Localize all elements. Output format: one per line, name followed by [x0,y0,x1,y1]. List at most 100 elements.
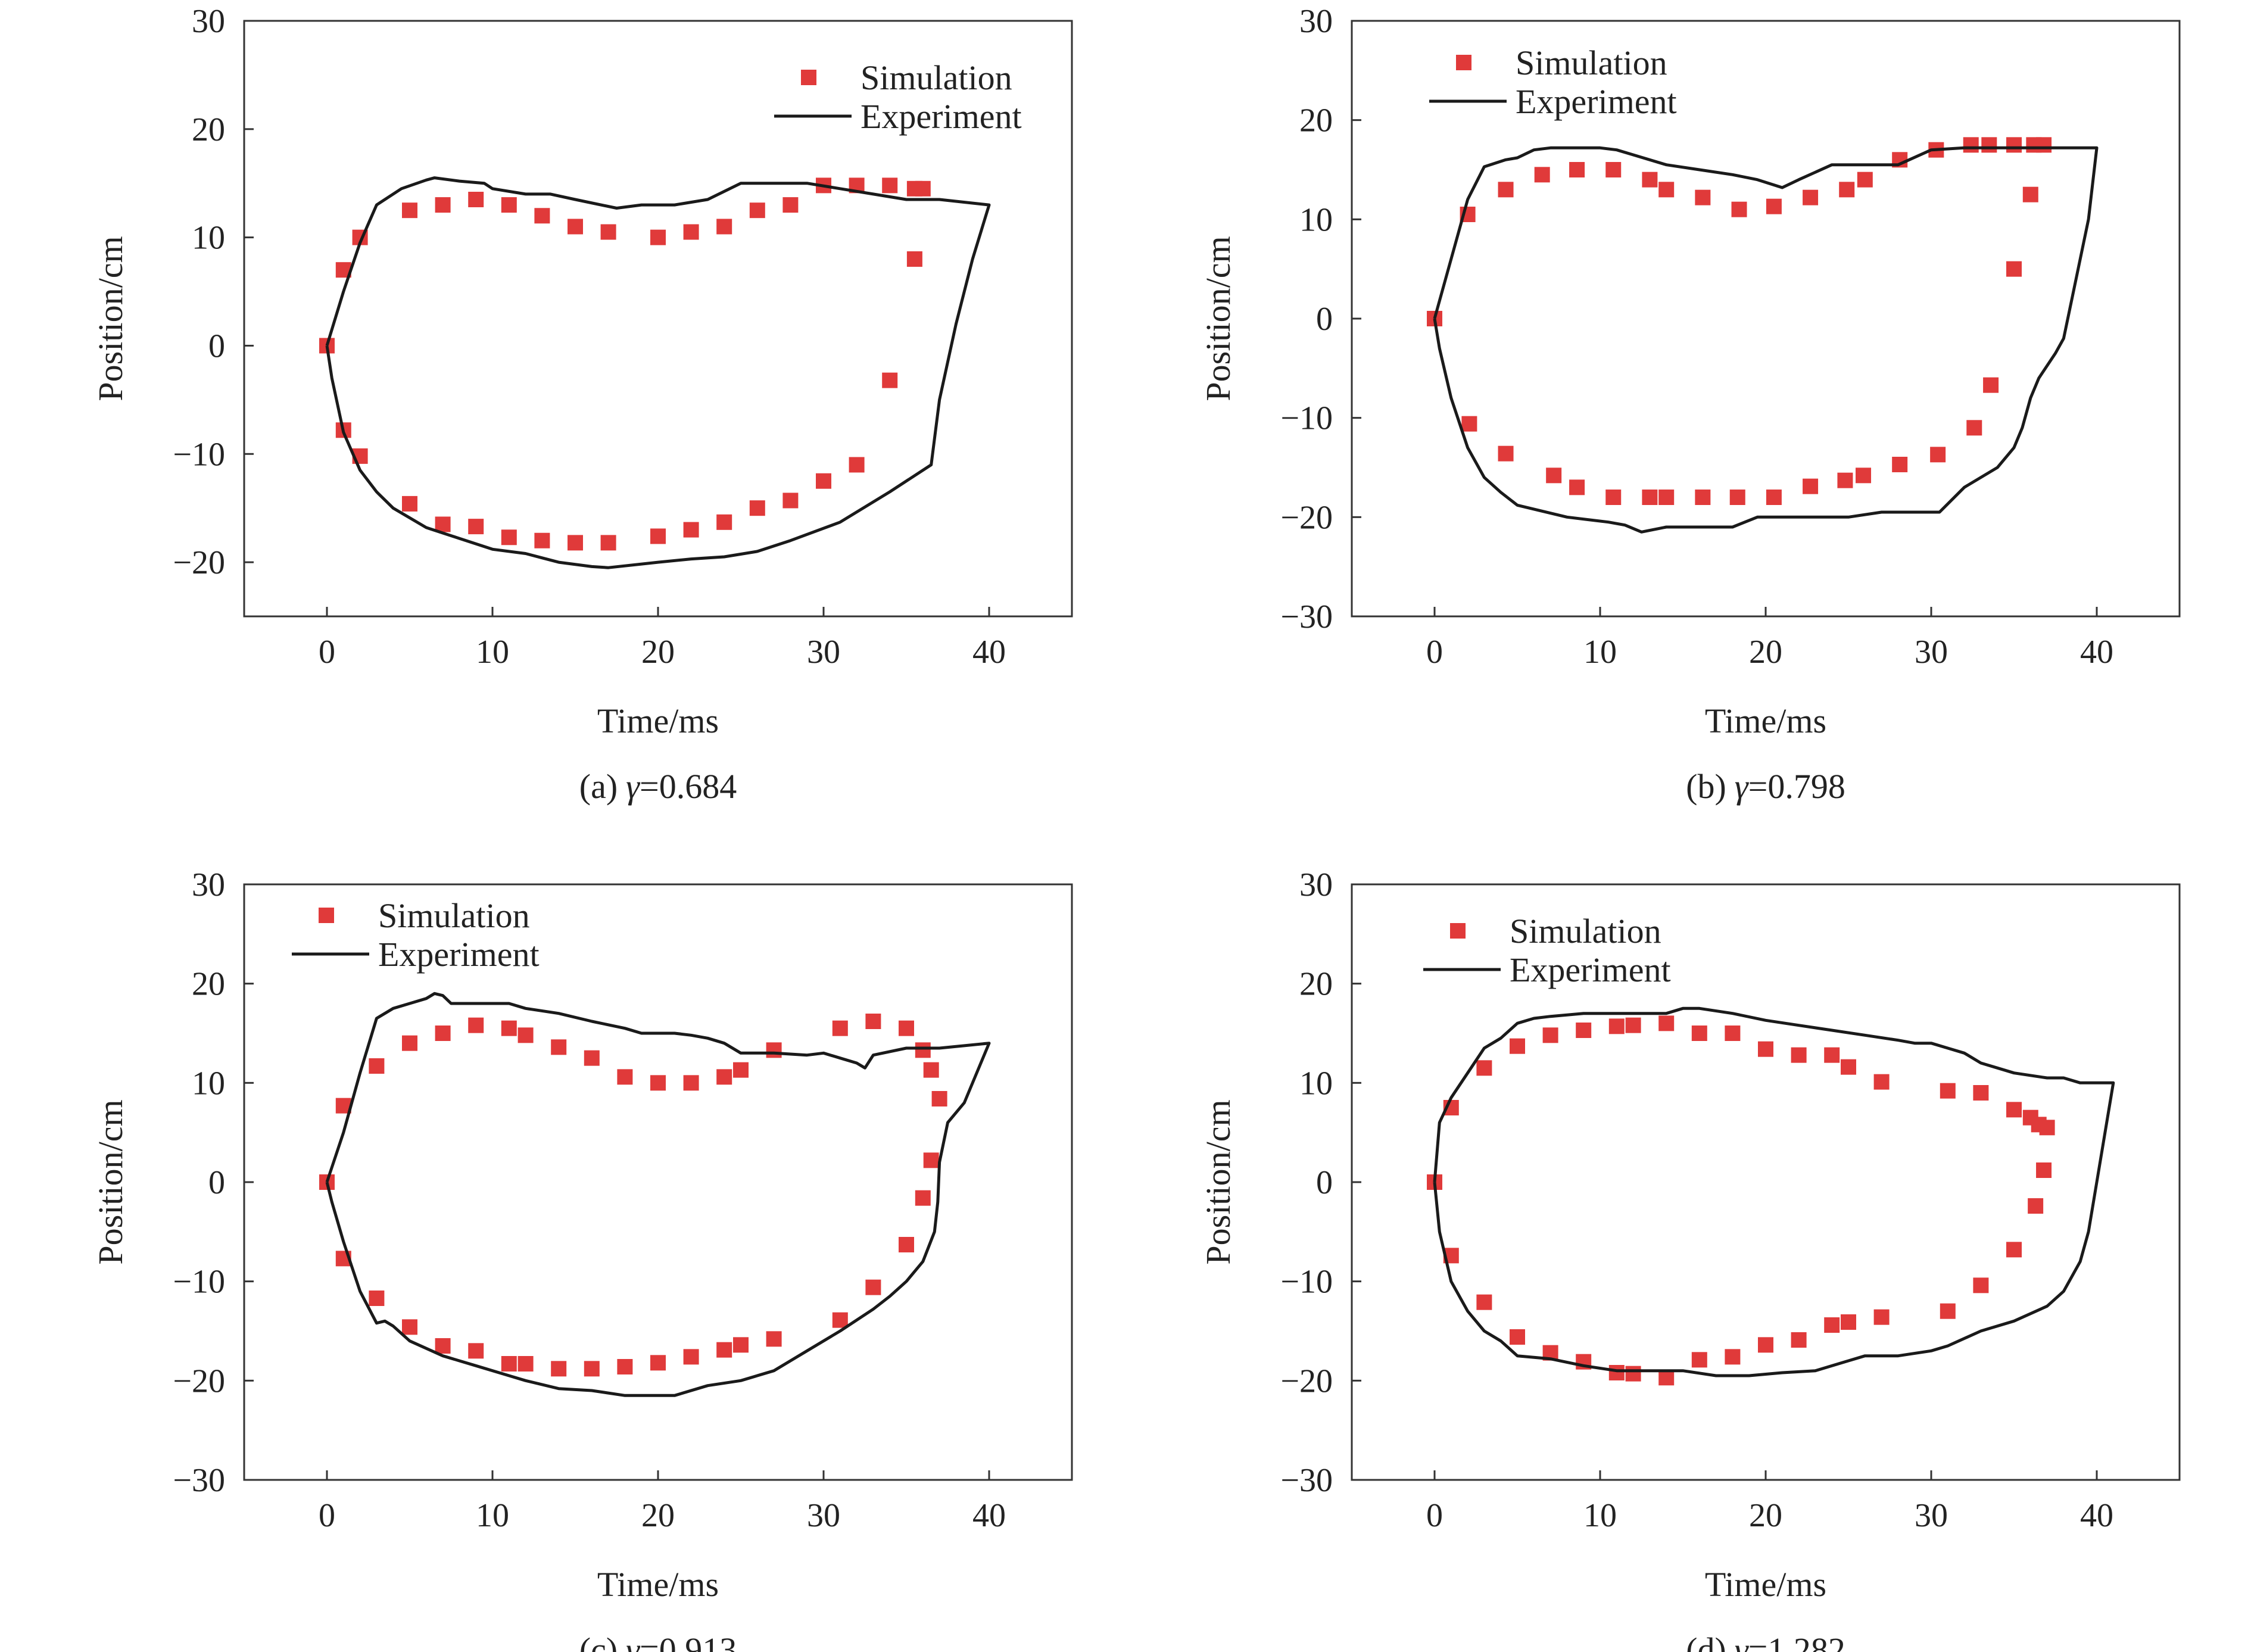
caption-prefix: (b) [1686,767,1726,806]
x-axis-label: Time/ms [1705,1565,1826,1604]
simulation-marker [435,197,451,213]
simulation-marker [1542,1027,1558,1043]
simulation-marker [716,1342,732,1358]
simulation-marker [733,1062,749,1078]
simulation-marker [2036,137,2052,153]
y-tick-label: −10 [173,1264,225,1301]
y-axis-label: Position/cm [1199,236,1237,401]
simulation-marker [402,495,417,512]
simulation-marker [584,1361,600,1377]
simulation-marker [600,224,616,240]
simulation-marker [915,1042,931,1058]
simulation-marker [1695,490,1711,505]
x-tick-label: 40 [972,1497,1006,1534]
legend-label: Simulation [861,58,1012,97]
y-tick-label: 10 [1299,1065,1333,1102]
legend-label: Simulation [1516,43,1667,82]
simulation-marker [2006,261,2022,277]
simulation-marker [1766,490,1782,505]
simulation-marker [1841,1314,1856,1330]
simulation-marker [568,219,583,235]
y-tick-label: −10 [173,436,225,473]
simulation-marker [1758,1337,1773,1353]
simulation-marker [1873,1074,1890,1090]
simulation-marker [1658,1015,1675,1031]
simulation-marker [899,1237,914,1252]
caption-value: =0.913 [640,1631,737,1652]
legend-label: Simulation [1510,912,1661,950]
y-tick-label: −30 [173,1462,225,1499]
simulation-marker [915,1190,931,1206]
simulation-marker [1569,162,1585,177]
simulation-marker [1625,1017,1641,1033]
caption-value: =1.282 [1748,1631,1845,1652]
panel-caption: (b) γ=0.798 [1686,767,1845,806]
panel-caption: (a) γ=0.684 [579,767,737,806]
simulation-marker [1856,467,1872,484]
simulation-marker [1791,1332,1807,1348]
chart-panel: 0 10 20 30 40 −20 −10 0 10 20 30 Time/ms Position/cm… [91,3,1073,806]
simulation-marker [617,1069,633,1085]
caption-prefix: (c) [579,1631,618,1652]
legend-label: Experiment [1510,950,1671,989]
simulation-marker [1966,420,1982,436]
legend-marker-simulation [1450,923,1466,939]
caption-gamma: γ [626,1631,641,1652]
panel-caption: (d) γ=1.282 [1686,1631,1845,1652]
x-tick-label: 10 [476,634,509,671]
simulation-marker [1605,490,1622,505]
simulation-marker [733,1337,749,1353]
simulation-marker [650,528,666,544]
simulation-marker [1461,416,1477,432]
simulation-marker [568,535,583,551]
simulation-marker [1973,1085,1989,1101]
simulation-marker [1841,1059,1856,1075]
y-tick-label: −10 [1280,400,1333,437]
legend-label: Experiment [861,97,1022,136]
y-tick-label: 20 [1299,966,1333,1003]
simulation-marker [1981,137,1997,153]
simulation-marker [402,1319,417,1335]
x-tick-label: 30 [1915,1497,1948,1534]
simulation-marker [1983,377,1999,393]
simulation-marker [749,202,765,219]
simulation-marker [1758,1041,1773,1057]
y-tick-label: −30 [1280,1462,1333,1499]
simulation-marker [517,1356,534,1372]
y-tick-label: −20 [1280,1363,1333,1399]
simulation-marker [2022,186,2038,202]
simulation-marker [1837,472,1853,488]
x-tick-label: 0 [1426,634,1443,671]
x-tick-label: 40 [2080,634,2113,671]
x-tick-label: 20 [641,1497,675,1534]
y-tick-label: 0 [208,1164,225,1201]
caption-value: =0.684 [640,767,737,806]
y-tick-label: 0 [208,328,225,364]
simulation-marker [435,516,451,532]
y-tick-label: 0 [1316,1164,1333,1201]
simulation-marker [1803,189,1819,205]
simulation-marker [1608,1365,1625,1380]
simulation-marker [1576,1023,1592,1038]
simulation-marker [931,1091,947,1106]
simulation-marker [1510,1329,1525,1345]
y-tick-label: −20 [1280,499,1333,536]
simulation-marker [1498,182,1514,198]
panel-caption: (c) γ=0.913 [579,1631,737,1652]
simulation-marker [1824,1317,1840,1333]
simulation-marker [716,514,732,530]
simulation-marker [865,1279,881,1295]
simulation-marker [600,535,616,551]
caption-value: =0.798 [1748,767,1845,806]
simulation-marker [468,192,484,207]
simulation-marker [882,177,898,194]
simulation-marker [501,1020,517,1036]
legend-marker-simulation [1456,55,1471,70]
y-tick-label: −10 [1280,1264,1333,1301]
simulation-marker [1498,445,1514,462]
simulation-marker [1658,490,1675,505]
y-tick-label: 20 [1299,102,1333,139]
simulation-marker [1940,1083,1956,1099]
